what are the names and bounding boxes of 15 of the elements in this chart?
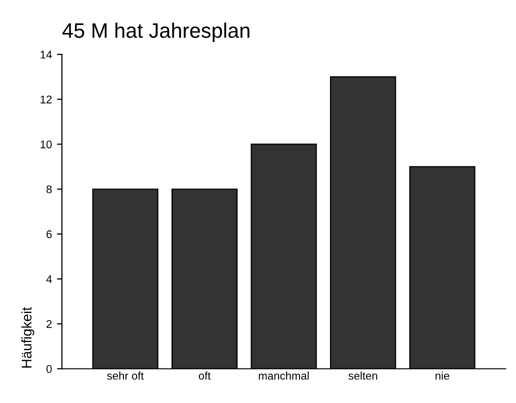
y-axis-title: Häufigkeit xyxy=(21,307,34,368)
y-tick-label: 0 xyxy=(46,365,52,373)
x-tick-label: oft xyxy=(198,372,211,380)
x-tick-label: nie xyxy=(436,372,450,380)
y-tick-label: 14 xyxy=(40,50,52,58)
y-tick-label: 12 xyxy=(40,96,52,104)
y-tick-label: 2 xyxy=(46,320,52,328)
y-tick-label: 8 xyxy=(46,185,52,194)
y-tick-label: 6 xyxy=(46,230,52,238)
chart-title: 45 M hat Jahresplan xyxy=(62,22,250,42)
y-tick-label: 10 xyxy=(40,140,52,148)
x-tick-label: sehr oft xyxy=(107,372,144,380)
x-tick-label: manchmal xyxy=(258,372,309,380)
y-tick-label: 4 xyxy=(46,275,52,283)
x-tick-label: selten xyxy=(348,372,378,380)
